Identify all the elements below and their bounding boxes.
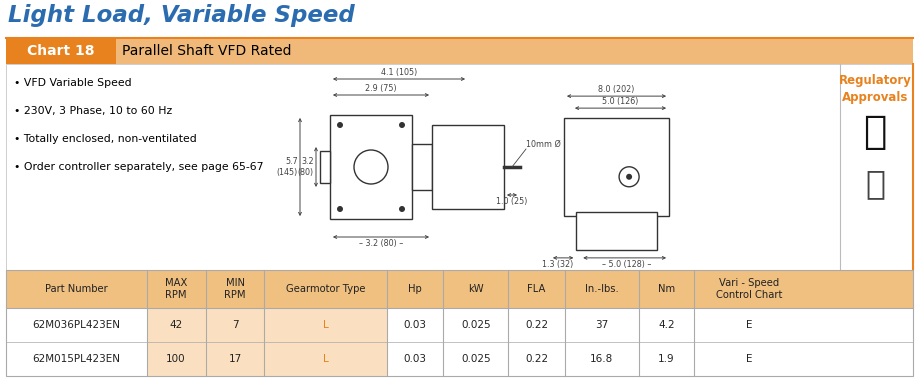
Text: Light Load, Variable Speed: Light Load, Variable Speed (8, 4, 355, 27)
Text: 16.8: 16.8 (590, 354, 614, 364)
Text: ⒡: ⒡ (863, 113, 887, 151)
Text: L: L (323, 354, 329, 364)
FancyBboxPatch shape (116, 38, 913, 64)
Circle shape (619, 167, 639, 187)
Circle shape (399, 206, 405, 212)
Text: 4.1 (105): 4.1 (105) (380, 68, 417, 77)
Text: MAX
RPM: MAX RPM (165, 278, 187, 300)
Text: E: E (745, 354, 752, 364)
Circle shape (626, 174, 632, 180)
Text: 8.0 (202): 8.0 (202) (598, 85, 635, 94)
FancyBboxPatch shape (265, 270, 387, 376)
Text: Nm: Nm (658, 284, 675, 294)
Text: 3.2
(80): 3.2 (80) (298, 157, 314, 177)
Text: In.-lbs.: In.-lbs. (585, 284, 618, 294)
Text: 5.7
(145): 5.7 (145) (277, 157, 298, 177)
FancyBboxPatch shape (6, 38, 116, 64)
FancyBboxPatch shape (6, 270, 913, 308)
Text: • VFD Variable Speed: • VFD Variable Speed (14, 78, 131, 88)
FancyBboxPatch shape (564, 118, 669, 216)
Circle shape (337, 206, 343, 212)
Text: 0.22: 0.22 (525, 354, 548, 364)
Text: Chart 18: Chart 18 (28, 44, 95, 58)
Text: kW: kW (468, 284, 483, 294)
Text: 7: 7 (232, 320, 238, 330)
Text: • Order controller separately, see page 65-67: • Order controller separately, see page … (14, 162, 264, 172)
Circle shape (399, 122, 405, 128)
Text: 0.025: 0.025 (461, 320, 491, 330)
Text: 100: 100 (166, 354, 186, 364)
Text: 62M036PL423EN: 62M036PL423EN (32, 320, 120, 330)
Text: 37: 37 (596, 320, 608, 330)
Text: 0.03: 0.03 (403, 320, 426, 330)
Text: FLA: FLA (528, 284, 546, 294)
Text: 1.0 (25): 1.0 (25) (496, 197, 528, 206)
Text: 17: 17 (229, 354, 242, 364)
Text: 0.025: 0.025 (461, 354, 491, 364)
Text: E: E (745, 320, 752, 330)
FancyBboxPatch shape (330, 115, 412, 219)
Text: • Totally enclosed, non-ventilated: • Totally enclosed, non-ventilated (14, 134, 197, 144)
FancyBboxPatch shape (320, 152, 330, 183)
Text: MIN
RPM: MIN RPM (224, 278, 245, 300)
Text: 10mm Ø: 10mm Ø (526, 140, 561, 149)
Text: 42: 42 (169, 320, 183, 330)
Text: Part Number: Part Number (45, 284, 108, 294)
FancyBboxPatch shape (575, 212, 657, 250)
FancyBboxPatch shape (6, 270, 913, 308)
Text: Ⓒ: Ⓒ (865, 167, 885, 200)
Text: 0.22: 0.22 (525, 320, 548, 330)
FancyBboxPatch shape (6, 64, 913, 270)
Text: Gearmotor Type: Gearmotor Type (286, 284, 366, 294)
Text: Hp: Hp (408, 284, 422, 294)
Circle shape (337, 122, 343, 128)
Text: L: L (323, 320, 329, 330)
Text: 4.2: 4.2 (658, 320, 675, 330)
Text: 1.9: 1.9 (658, 354, 675, 364)
FancyBboxPatch shape (432, 125, 504, 209)
FancyBboxPatch shape (206, 270, 265, 376)
Text: – 3.2 (80) –: – 3.2 (80) – (359, 239, 403, 248)
Text: 5.0 (126): 5.0 (126) (602, 97, 639, 106)
Text: Regulatory
Approvals: Regulatory Approvals (838, 74, 912, 104)
Circle shape (354, 150, 388, 184)
Text: Vari - Speed
Control Chart: Vari - Speed Control Chart (716, 278, 782, 300)
Text: 1.3 (32): 1.3 (32) (542, 260, 573, 269)
Text: – 5.0 (128) –: – 5.0 (128) – (602, 260, 652, 269)
FancyBboxPatch shape (147, 270, 206, 376)
FancyBboxPatch shape (412, 144, 432, 190)
Text: • 230V, 3 Phase, 10 to 60 Hz: • 230V, 3 Phase, 10 to 60 Hz (14, 106, 172, 116)
Text: Parallel Shaft VFD Rated: Parallel Shaft VFD Rated (122, 44, 291, 58)
Text: 0.03: 0.03 (403, 354, 426, 364)
Text: 2.9 (75): 2.9 (75) (365, 84, 397, 93)
Text: 62M015PL423EN: 62M015PL423EN (32, 354, 120, 364)
